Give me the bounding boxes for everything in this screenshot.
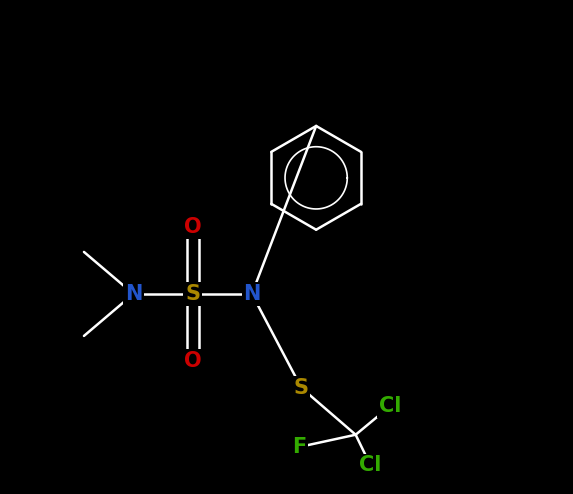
Text: O: O bbox=[184, 351, 202, 370]
Text: N: N bbox=[243, 284, 261, 304]
Text: N: N bbox=[125, 284, 142, 304]
Text: Cl: Cl bbox=[359, 455, 382, 475]
Text: F: F bbox=[292, 437, 306, 457]
Text: S: S bbox=[294, 378, 309, 398]
Text: O: O bbox=[184, 217, 202, 237]
Text: S: S bbox=[185, 284, 200, 304]
Text: Cl: Cl bbox=[379, 396, 402, 416]
